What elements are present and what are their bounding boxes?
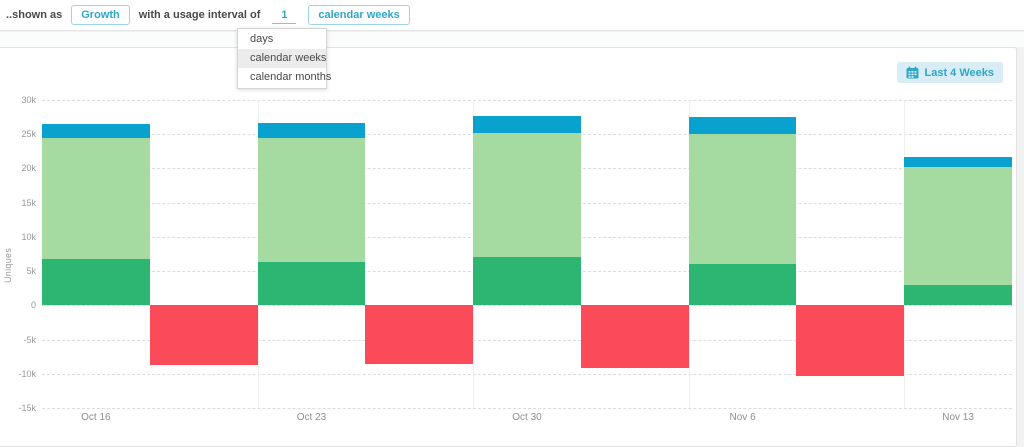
x-tick-label-Nov-13: Nov 13 [942, 412, 974, 423]
growth-chart: 30k 25k 20k 15k 10k 5k 0 -5k -10k -15k Oct 16 Oct … [0, 95, 1024, 432]
bar-dark-green-segment-Oct-16[interactable] [42, 258, 150, 306]
bar-red-negative-segment-Oct-30[interactable] [580, 305, 689, 368]
gridline-30k [42, 100, 1012, 101]
gridline--15k [42, 408, 1012, 409]
bar-red-negative-segment-Oct-16[interactable] [149, 305, 258, 366]
y-tick-label: 0 [30, 300, 36, 311]
bar-blue-segment-Nov-13[interactable] [904, 156, 1012, 168]
interval-unit-button[interactable]: calendar weeks [308, 5, 410, 25]
x-tick-label-Oct-30: Oct 30 [512, 412, 542, 423]
bar-light-green-segment-Oct-30[interactable] [473, 132, 581, 258]
bar-light-green-segment-Nov-6[interactable] [688, 134, 797, 264]
bar-blue-segment-Oct-30[interactable] [473, 115, 581, 133]
y-tick-label: -5k [23, 334, 36, 345]
usage-interval-label: with a usage interval of [138, 9, 261, 21]
bar-blue-segment-Oct-23[interactable] [257, 122, 366, 139]
y-tick-label: -15k [18, 403, 36, 413]
bar-light-green-segment-Oct-16[interactable] [42, 137, 150, 259]
y-tick-label: 15k [21, 197, 36, 208]
dropdown-item-calendar-months[interactable]: calendar months [250, 71, 332, 83]
y-tick-label: 25k [21, 129, 36, 140]
dropdown-item-days[interactable]: days [250, 33, 274, 45]
y-tick-label: 10k [21, 231, 36, 242]
bar-blue-segment-Nov-6[interactable] [688, 117, 797, 135]
gridline--5k [42, 339, 1012, 341]
bar-dark-green-segment-Nov-6[interactable] [688, 263, 797, 306]
x-tick-label-Oct-16: Oct 16 [81, 412, 111, 423]
shown-as-label: ..shown as [6, 9, 63, 21]
date-range-button[interactable]: Last 4 Weeks [897, 62, 1003, 83]
bar-light-green-segment-Oct-23[interactable] [257, 138, 366, 263]
y-tick-label: 5k [26, 266, 36, 277]
chart-settings-bar: ..shown as Growth with a usage interval … [0, 0, 1024, 31]
interval-unit-dropdown: days calendar weeks calendar months [237, 28, 332, 89]
bar-blue-segment-Oct-16[interactable] [42, 124, 150, 138]
dropdown-item-calendar-weeks[interactable]: calendar weeks [238, 49, 326, 68]
bar-red-negative-segment-Nov-6[interactable] [796, 305, 905, 376]
y-axis: 30k 25k 20k 15k 10k 5k 0 -5k -10k -15k [0, 95, 36, 413]
calendar-icon [906, 66, 919, 79]
plot-area: Oct 16 Oct 23 Oct 30 Nov 6 Nov 13 [42, 100, 1012, 423]
bar-dark-green-segment-Nov-13[interactable] [904, 284, 1012, 306]
bar-dark-green-segment-Oct-30[interactable] [473, 257, 581, 306]
y-tick-label: 30k [21, 95, 36, 105]
date-range-label: Last 4 Weeks [924, 66, 994, 79]
gridline-0 [42, 305, 1012, 307]
gridline--10k [42, 373, 1012, 375]
bar-red-negative-segment-Oct-23[interactable] [365, 305, 474, 365]
y-tick-label: 20k [21, 163, 36, 174]
interval-value-input[interactable] [272, 6, 297, 24]
bar-dark-green-segment-Oct-23[interactable] [257, 262, 366, 306]
page-gap-strip [0, 32, 1024, 47]
y-axis-title: Uniques [3, 247, 13, 283]
bar-light-green-segment-Nov-13[interactable] [904, 167, 1012, 285]
x-tick-label-Oct-23: Oct 23 [296, 412, 327, 423]
x-tick-label-Nov-6: Nov 6 [729, 412, 756, 423]
shown-as-button[interactable]: Growth [71, 5, 130, 25]
y-tick-label: -10k [18, 368, 36, 379]
